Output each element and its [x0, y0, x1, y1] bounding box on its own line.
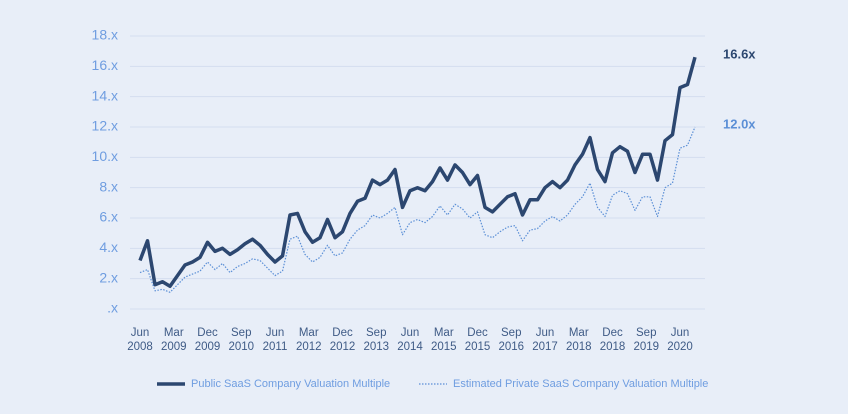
y-tick-label: 18.x: [92, 27, 118, 43]
y-tick-label: 10.x: [92, 148, 118, 164]
x-tick-label: Jun 2017: [532, 327, 558, 353]
x-tick-label: Dec 2012: [329, 327, 356, 353]
y-tick-label: .x: [107, 300, 118, 316]
x-tick-label: Mar 2015: [430, 327, 457, 353]
x-tick-label: Jun 2020: [667, 327, 693, 353]
series-line: [138, 56, 697, 289]
y-tick-label: 4.x: [99, 239, 118, 255]
y-tick-label: 6.x: [99, 209, 118, 225]
x-tick-label: Mar 2012: [295, 327, 322, 353]
x-tick-label: Sep 2013: [363, 327, 390, 353]
y-tick-label: 8.x: [99, 178, 118, 194]
end-label: 16.6x: [723, 47, 756, 62]
x-tick-label: Jun 2008: [127, 327, 153, 353]
x-tick-label: Jun 2014: [397, 327, 423, 353]
y-tick-label: 14.x: [92, 87, 118, 103]
y-tick-label: 2.x: [99, 269, 118, 285]
x-tick-label: Dec 2009: [194, 327, 221, 353]
x-tick-label: Dec 2015: [464, 327, 491, 353]
x-tick-label: Jun 2011: [262, 327, 288, 353]
x-tick-label: Mar 2009: [160, 327, 187, 353]
x-tick-label: Sep 2016: [498, 327, 525, 353]
legend-label: Estimated Private SaaS Company Valuation…: [453, 378, 708, 390]
y-tick-label: 12.x: [92, 118, 118, 134]
x-tick-label: Mar 2018: [565, 327, 592, 353]
x-tick-label: Sep 2010: [228, 327, 255, 353]
x-tick-label: Dec 2018: [599, 327, 626, 353]
end-label: 12.0x: [723, 116, 756, 131]
legend-label: Public SaaS Company Valuation Multiple: [191, 378, 390, 390]
x-tick-label: Sep 2019: [633, 327, 660, 353]
y-tick-label: 16.x: [92, 57, 118, 73]
